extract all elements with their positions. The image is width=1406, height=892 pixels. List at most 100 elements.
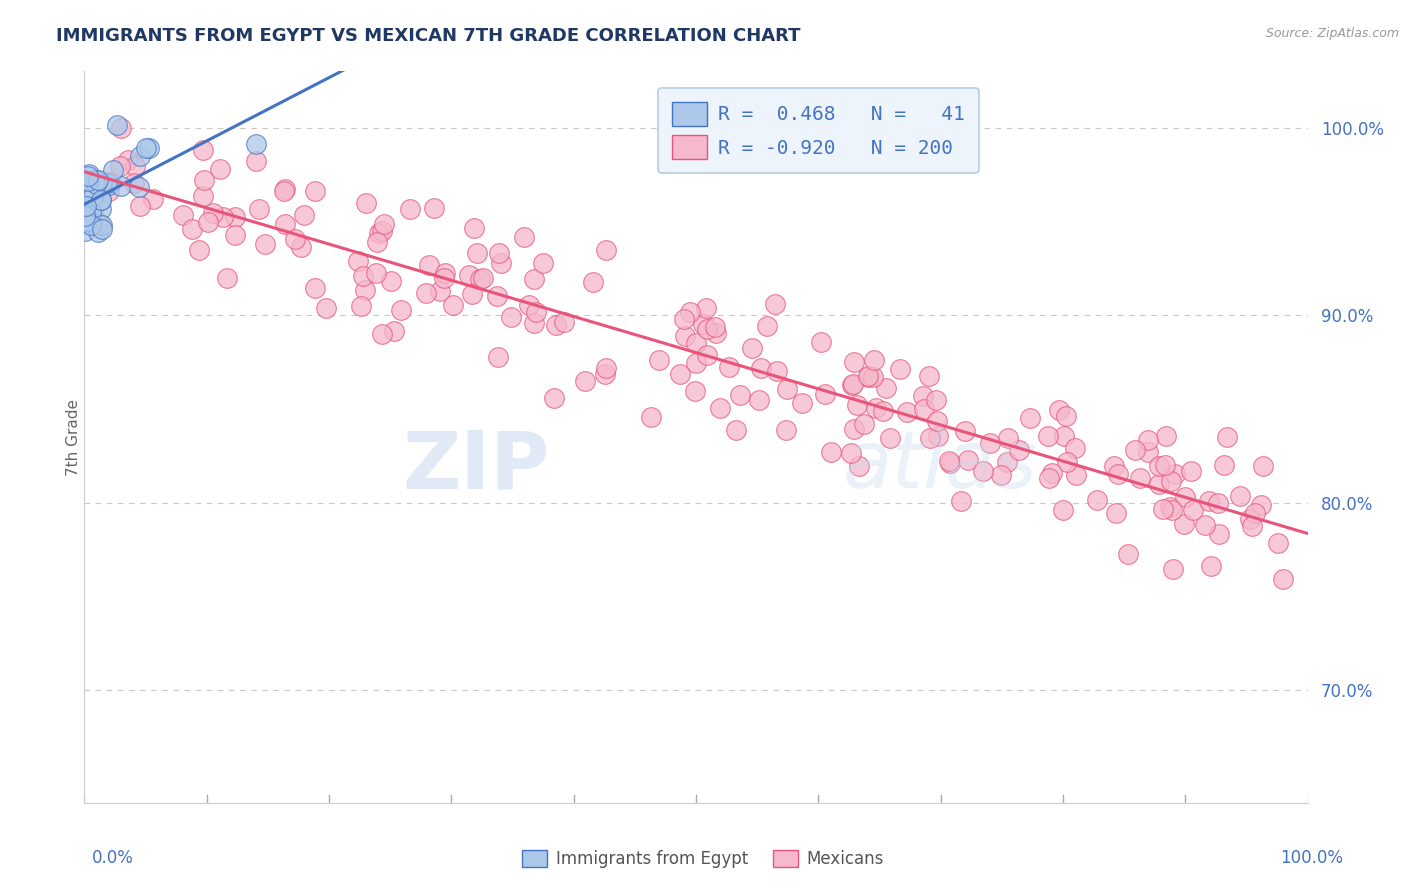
Point <box>86 172 108 186</box>
Point <box>582 275 605 289</box>
Point <box>766 364 789 378</box>
Point <box>1064 441 1087 455</box>
Point <box>776 382 799 396</box>
Point <box>1102 459 1125 474</box>
Point <box>128 179 150 194</box>
Point <box>422 201 444 215</box>
Point <box>820 445 842 459</box>
Point <box>82 205 104 219</box>
Point <box>90 193 112 207</box>
Point <box>347 253 370 268</box>
Point <box>1180 464 1202 478</box>
Point <box>98 185 121 199</box>
Point <box>1161 562 1184 576</box>
Point <box>97 178 120 192</box>
Point <box>842 376 865 391</box>
Point <box>80 218 103 232</box>
Point <box>872 404 894 418</box>
Point <box>1194 517 1216 532</box>
Point <box>879 431 901 445</box>
Point <box>972 464 994 478</box>
Point <box>96 177 118 191</box>
Text: 100.0%: 100.0% <box>1279 849 1343 867</box>
Point <box>925 414 948 428</box>
Point <box>90 218 112 232</box>
Point <box>1038 470 1060 484</box>
Point <box>751 361 773 376</box>
Point <box>1244 506 1267 520</box>
Point <box>110 178 132 193</box>
Point <box>1149 476 1171 491</box>
Point <box>354 195 377 210</box>
Point <box>371 326 394 341</box>
Point <box>1123 442 1146 457</box>
Point <box>471 271 494 285</box>
Point <box>273 185 295 199</box>
Point <box>105 118 128 132</box>
Legend: R =  0.468   N =   41, R = -0.920   N = 200: R = 0.468 N = 41, R = -0.920 N = 200 <box>658 88 979 173</box>
Point <box>523 272 546 286</box>
Point <box>853 417 876 431</box>
Point <box>110 120 132 135</box>
Point <box>1152 501 1174 516</box>
Point <box>247 202 270 216</box>
Point <box>1036 429 1059 443</box>
Point <box>75 207 97 221</box>
Point <box>925 392 948 407</box>
Point <box>1053 428 1076 442</box>
Point <box>517 298 540 312</box>
Point <box>862 353 884 368</box>
Point <box>1272 572 1295 586</box>
Point <box>254 237 277 252</box>
Point <box>128 199 150 213</box>
Point <box>911 389 934 403</box>
Point <box>912 401 935 416</box>
Point <box>79 205 101 219</box>
Point <box>1208 496 1230 510</box>
Point <box>197 215 219 229</box>
Point <box>841 378 863 392</box>
Point <box>224 210 246 224</box>
Point <box>380 274 402 288</box>
Point <box>191 143 214 157</box>
Point <box>1267 536 1289 550</box>
Point <box>1136 444 1159 458</box>
Point <box>814 386 837 401</box>
Point <box>593 367 616 381</box>
Point <box>90 202 112 217</box>
Point <box>685 356 707 370</box>
Point <box>755 318 778 333</box>
Point <box>441 298 464 312</box>
Point <box>704 326 727 340</box>
Point <box>77 174 100 188</box>
Point <box>284 232 307 246</box>
Point <box>842 355 865 369</box>
Point <box>949 494 972 508</box>
Point <box>292 208 315 222</box>
Point <box>465 245 488 260</box>
Point <box>640 410 662 425</box>
Point <box>1054 409 1077 423</box>
Point <box>1040 466 1063 480</box>
Point <box>792 396 814 410</box>
Point <box>1085 492 1108 507</box>
Point <box>553 315 575 329</box>
Point <box>1212 458 1234 473</box>
Point <box>1229 489 1251 503</box>
Point <box>77 174 100 188</box>
Point <box>224 228 246 243</box>
Point <box>741 341 763 355</box>
Point <box>1116 547 1139 561</box>
Point <box>1136 434 1159 448</box>
Point <box>429 285 451 299</box>
Point <box>83 173 105 187</box>
Point <box>692 317 714 331</box>
Point <box>141 192 163 206</box>
Point <box>352 268 374 283</box>
Point <box>122 176 145 190</box>
Point <box>724 423 747 437</box>
Point <box>486 350 509 364</box>
Text: IMMIGRANTS FROM EGYPT VS MEXICAN 7TH GRADE CORRELATION CHART: IMMIGRANTS FROM EGYPT VS MEXICAN 7TH GRA… <box>56 27 801 45</box>
Point <box>696 348 718 362</box>
Point <box>501 310 523 324</box>
